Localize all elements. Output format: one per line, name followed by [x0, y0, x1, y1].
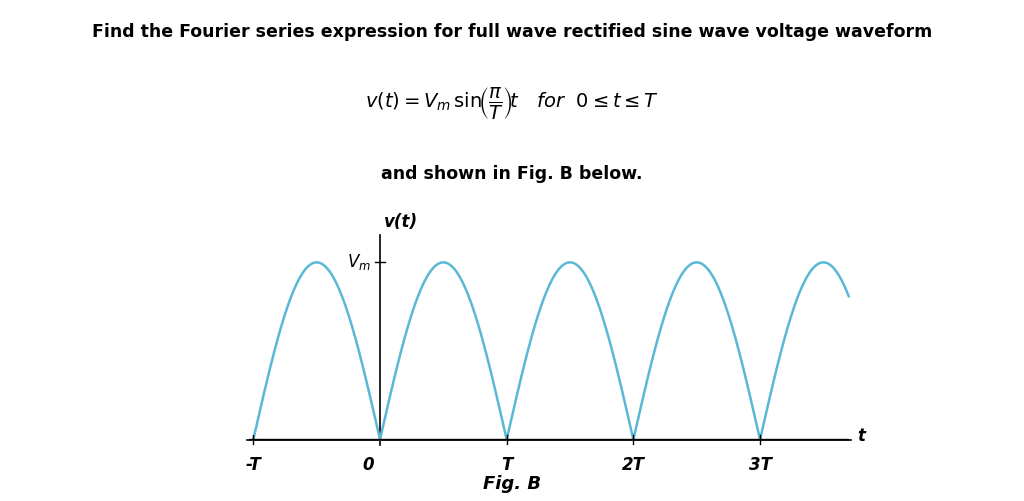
Text: T: T [501, 456, 512, 474]
Text: 3T: 3T [749, 456, 771, 474]
Text: v(t): v(t) [384, 213, 418, 231]
Text: -T: -T [246, 456, 261, 474]
Text: and shown in Fig. B below.: and shown in Fig. B below. [381, 165, 643, 183]
Text: $V_m$: $V_m$ [347, 253, 371, 273]
Text: Find the Fourier series expression for full wave rectified sine wave voltage wav: Find the Fourier series expression for f… [92, 23, 932, 41]
Text: Fig. B: Fig. B [483, 475, 541, 493]
Text: 0: 0 [362, 456, 374, 474]
Text: 2T: 2T [622, 456, 645, 474]
Text: $v(t) = V_m\,\mathrm{sin}\!\left(\dfrac{\pi}{T}\right)\!t\quad \mathit{for}\ \ 0: $v(t) = V_m\,\mathrm{sin}\!\left(\dfrac{… [365, 85, 659, 121]
Text: t: t [857, 427, 865, 445]
